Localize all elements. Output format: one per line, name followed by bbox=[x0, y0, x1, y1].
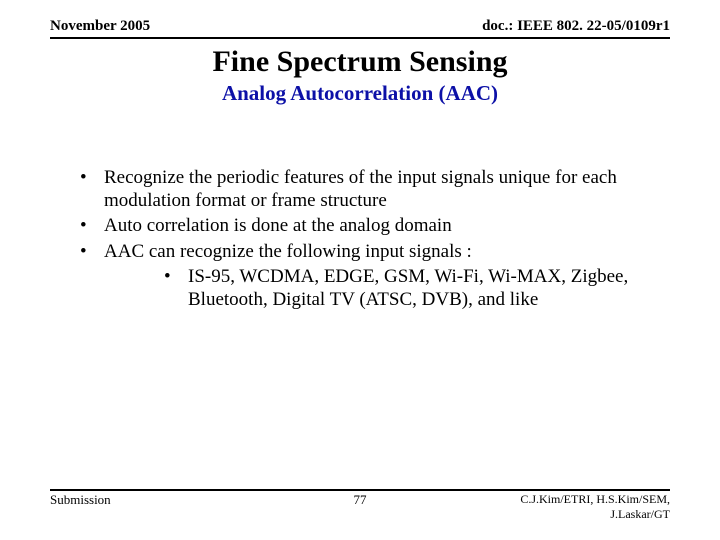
bullet-text: Recognize the periodic features of the i… bbox=[104, 167, 617, 211]
slide-footer: Submission 77 C.J.Kim/ETRI, H.S.Kim/SEM,… bbox=[50, 489, 670, 522]
footer-row: Submission 77 C.J.Kim/ETRI, H.S.Kim/SEM,… bbox=[50, 492, 670, 522]
footer-page-number: 77 bbox=[257, 492, 464, 508]
sub-bullet-item: IS-95, WCDMA, EDGE, GSM, Wi-Fi, Wi-MAX, … bbox=[164, 265, 665, 311]
bullet-text: AAC can recognize the following input si… bbox=[104, 241, 472, 262]
sub-bullet-list: IS-95, WCDMA, EDGE, GSM, Wi-Fi, Wi-MAX, … bbox=[164, 265, 665, 311]
slide-header: November 2005 doc.: IEEE 802. 22-05/0109… bbox=[0, 0, 720, 35]
header-doc-id: doc.: IEEE 802. 22-05/0109r1 bbox=[482, 18, 670, 35]
bullet-text: Auto correlation is done at the analog d… bbox=[104, 215, 452, 236]
footer-left: Submission bbox=[50, 492, 257, 508]
header-rule bbox=[50, 37, 670, 39]
bullet-item: Recognize the periodic features of the i… bbox=[80, 166, 665, 212]
footer-authors: C.J.Kim/ETRI, H.S.Kim/SEM, J.Laskar/GT bbox=[463, 492, 670, 522]
slide-title: Fine Spectrum Sensing bbox=[0, 45, 720, 79]
slide-content: Recognize the periodic features of the i… bbox=[80, 166, 665, 311]
bullet-item: AAC can recognize the following input si… bbox=[80, 240, 665, 312]
header-date: November 2005 bbox=[50, 18, 150, 35]
footer-rule bbox=[50, 489, 670, 491]
bullet-item: Auto correlation is done at the analog d… bbox=[80, 214, 665, 237]
bullet-list: Recognize the periodic features of the i… bbox=[80, 166, 665, 311]
title-block: Fine Spectrum Sensing Analog Autocorrela… bbox=[0, 45, 720, 106]
slide-subtitle: Analog Autocorrelation (AAC) bbox=[0, 81, 720, 106]
sub-bullet-text: IS-95, WCDMA, EDGE, GSM, Wi-Fi, Wi-MAX, … bbox=[188, 266, 628, 310]
